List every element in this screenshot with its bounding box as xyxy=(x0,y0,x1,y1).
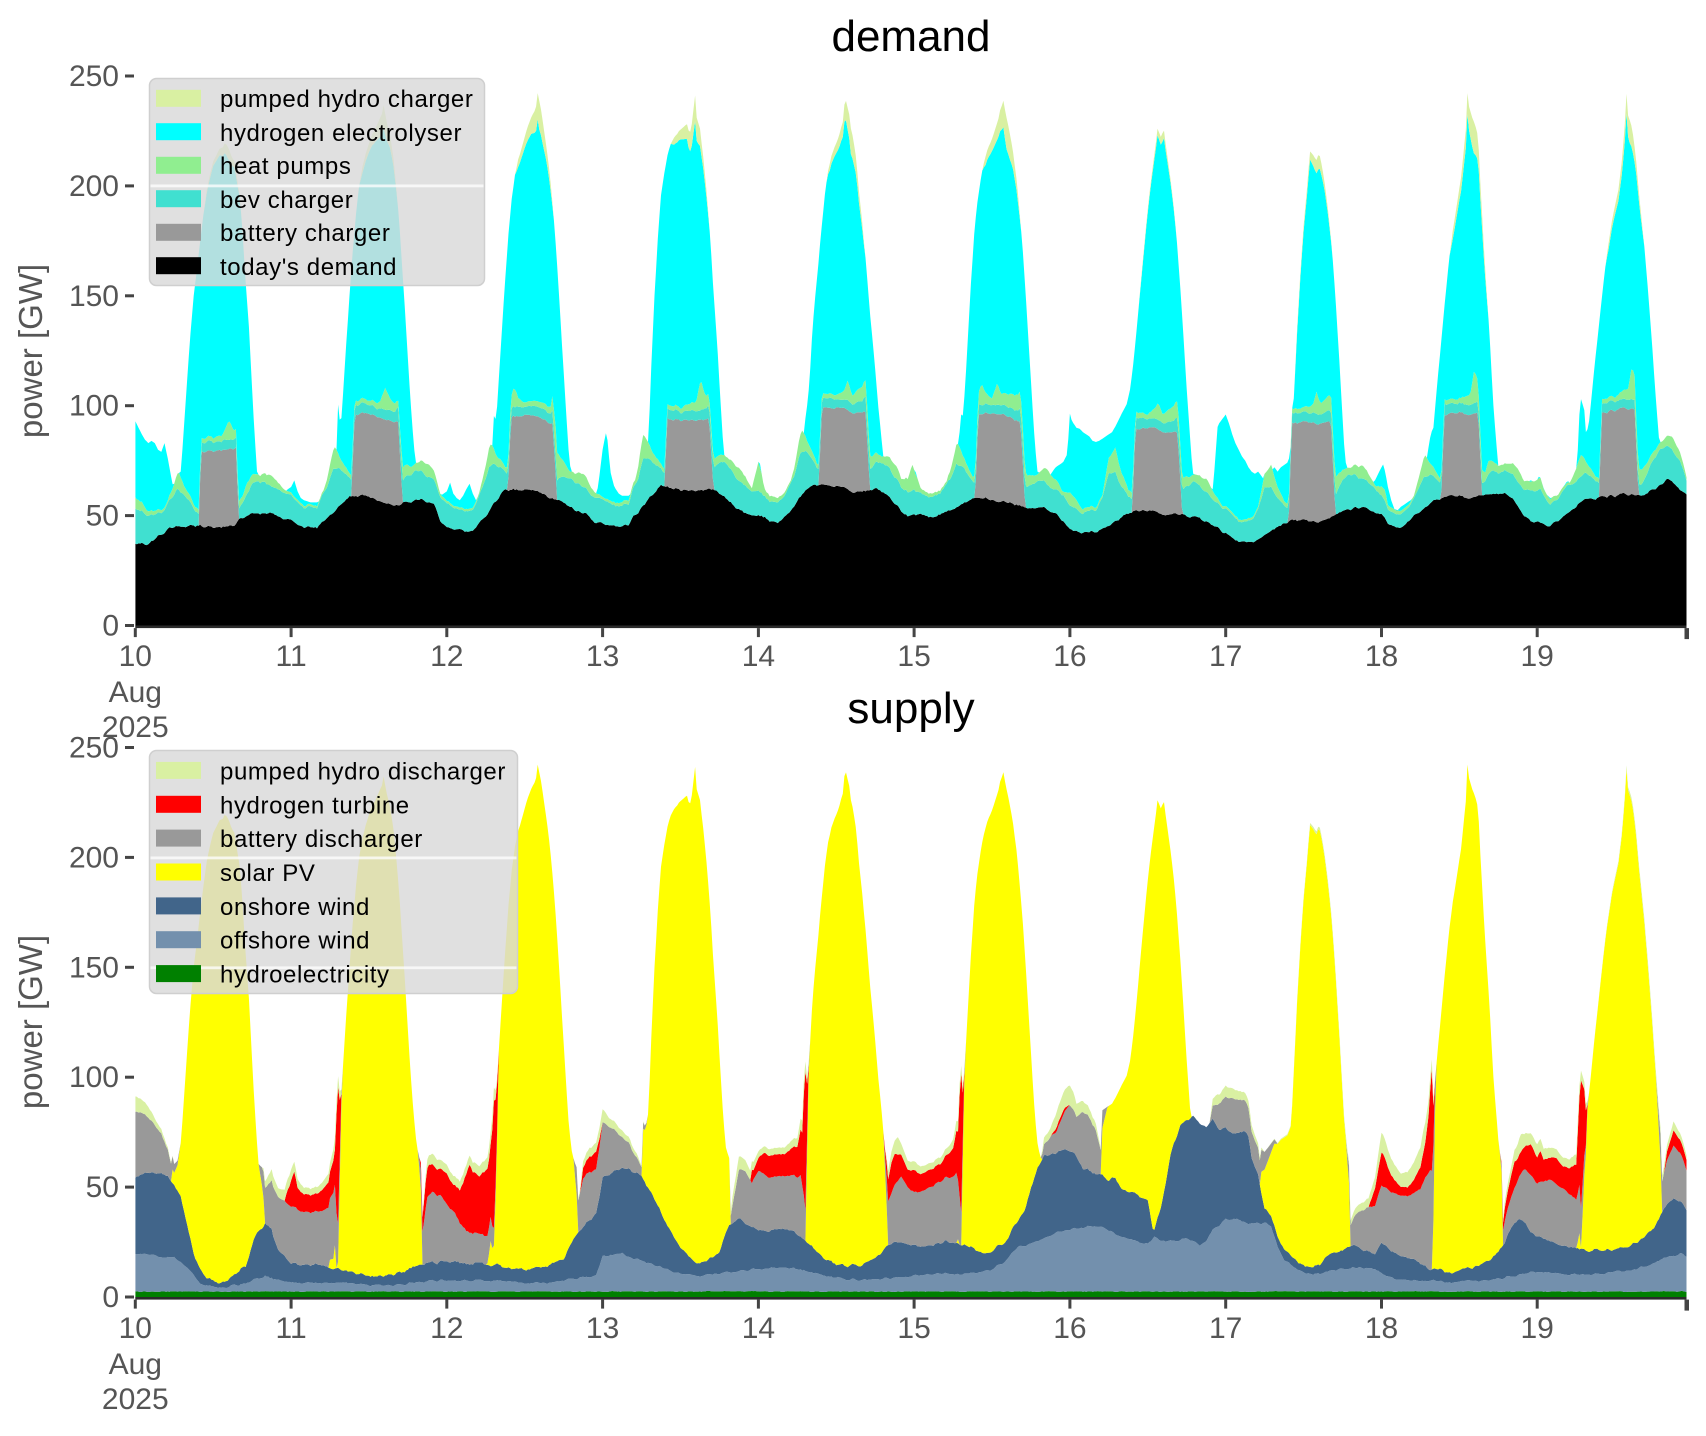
svg-text:2025: 2025 xyxy=(102,1383,169,1416)
svg-text:heat pumps: heat pumps xyxy=(220,153,351,180)
svg-text:offshore wind: offshore wind xyxy=(220,928,370,955)
svg-text:50: 50 xyxy=(86,500,119,533)
svg-text:today's demand: today's demand xyxy=(220,254,397,281)
svg-text:12: 12 xyxy=(430,1312,463,1345)
svg-text:19: 19 xyxy=(1521,1312,1554,1345)
svg-text:battery charger: battery charger xyxy=(220,220,390,247)
svg-text:Aug: Aug xyxy=(109,676,162,709)
svg-text:150: 150 xyxy=(69,280,119,313)
svg-text:pumped hydro charger: pumped hydro charger xyxy=(220,86,473,113)
svg-text:200: 200 xyxy=(69,170,119,203)
svg-text:50: 50 xyxy=(86,1171,119,1204)
svg-text:10: 10 xyxy=(119,640,152,673)
svg-text:100: 100 xyxy=(69,390,119,423)
svg-text:16: 16 xyxy=(1053,1312,1086,1345)
svg-text:hydrogen electrolyser: hydrogen electrolyser xyxy=(220,120,462,147)
svg-text:Aug: Aug xyxy=(109,1348,162,1381)
svg-text:hydrogen turbine: hydrogen turbine xyxy=(220,792,410,819)
svg-text:16: 16 xyxy=(1053,640,1086,673)
svg-text:10: 10 xyxy=(119,1312,152,1345)
svg-text:15: 15 xyxy=(897,640,930,673)
svg-text:12: 12 xyxy=(430,640,463,673)
svg-text:14: 14 xyxy=(742,640,775,673)
svg-text:13: 13 xyxy=(586,640,619,673)
svg-text:battery discharger: battery discharger xyxy=(220,826,423,853)
svg-text:pumped hydro discharger: pumped hydro discharger xyxy=(220,758,506,785)
svg-text:100: 100 xyxy=(69,1061,119,1094)
svg-text:0: 0 xyxy=(102,610,119,643)
svg-text:onshore wind: onshore wind xyxy=(220,894,370,921)
svg-text:17: 17 xyxy=(1209,640,1242,673)
svg-text:2025: 2025 xyxy=(102,711,169,744)
svg-text:250: 250 xyxy=(69,60,119,93)
svg-text:17: 17 xyxy=(1209,1312,1242,1345)
svg-text:15: 15 xyxy=(897,1312,930,1345)
svg-text:18: 18 xyxy=(1365,640,1398,673)
svg-text:hydroelectricity: hydroelectricity xyxy=(220,962,390,989)
svg-text:13: 13 xyxy=(586,1312,619,1345)
svg-text:demand: demand xyxy=(831,12,990,61)
svg-text:150: 150 xyxy=(69,951,119,984)
svg-text:19: 19 xyxy=(1521,640,1554,673)
svg-text:11: 11 xyxy=(276,1312,307,1345)
svg-text:bev charger: bev charger xyxy=(220,187,353,214)
svg-text:0: 0 xyxy=(102,1281,119,1314)
svg-text:power [GW]: power [GW] xyxy=(12,935,49,1109)
svg-text:250: 250 xyxy=(69,732,119,765)
svg-text:14: 14 xyxy=(742,1312,775,1345)
svg-text:18: 18 xyxy=(1365,1312,1398,1345)
svg-text:supply: supply xyxy=(847,684,974,733)
svg-text:power [GW]: power [GW] xyxy=(12,264,49,438)
svg-text:solar PV: solar PV xyxy=(220,860,316,887)
svg-text:200: 200 xyxy=(69,841,119,874)
svg-text:11: 11 xyxy=(276,640,307,673)
